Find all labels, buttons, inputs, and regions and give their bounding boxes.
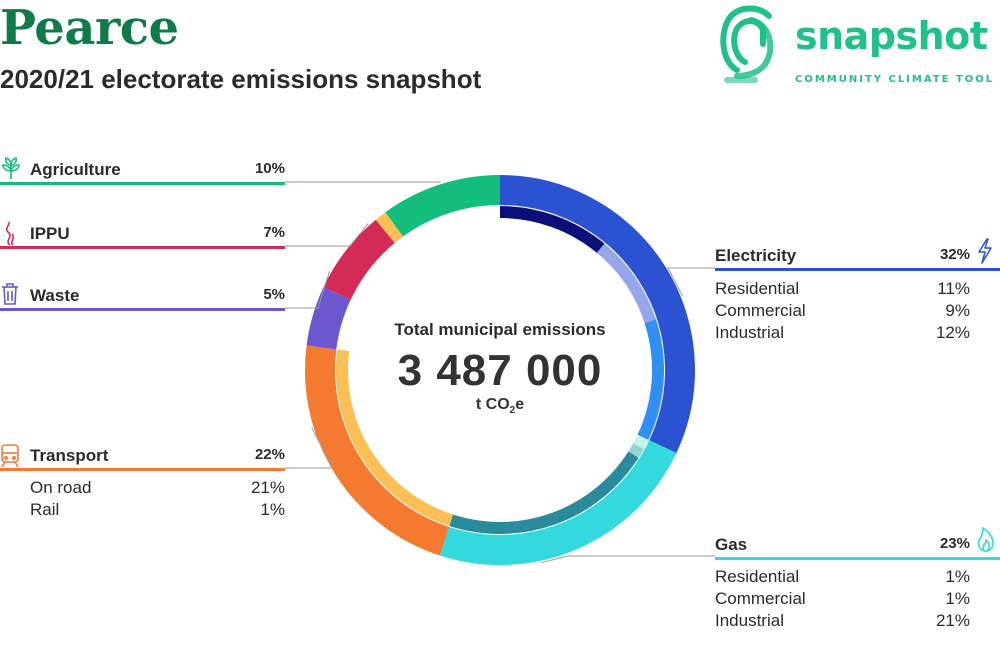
legend-bar <box>0 308 285 311</box>
legend-agriculture: Agriculture 10% <box>0 156 285 185</box>
logo-tagline: COMMUNITY CLIMATE TOOL <box>795 74 995 85</box>
legend-sub-industrial: Industrial 21% <box>715 611 970 630</box>
donut-subslice-electricity-industrial <box>637 319 664 440</box>
total-value: 3 487 000 <box>397 346 603 395</box>
legend-bar <box>0 246 285 249</box>
legend-bar <box>0 182 285 185</box>
donut-subslice-gas-commercial <box>628 443 644 458</box>
donut-subslice-transport-on-road <box>336 359 454 526</box>
leader-line-waste <box>285 271 330 309</box>
legend-label: Waste <box>30 286 80 305</box>
donut-slice-agriculture <box>385 175 501 237</box>
legend-ippu: IPPU 7% <box>0 221 285 249</box>
legend-transport: Transport 22% <box>0 443 285 471</box>
legend-percent: 22% <box>254 446 285 463</box>
legend-label: Gas <box>715 535 748 554</box>
lightning-icon <box>976 238 998 264</box>
snapshot-logo: snapshot COMMUNITY CLIMATE TOOL <box>715 0 1000 90</box>
donut-slice-electricity <box>499 175 695 454</box>
page-title: Pearce <box>0 0 179 56</box>
leaf-icon <box>0 156 22 183</box>
legend-label: Agriculture <box>30 160 121 179</box>
legend-sub-residential: Residential 1% <box>715 567 970 586</box>
donut-slice-ippu <box>323 219 396 301</box>
donut-subslice-electricity-residential <box>499 206 605 253</box>
smoke-icon <box>2 221 24 247</box>
total-label: Total municipal emissions <box>394 320 606 339</box>
total-unit: t CO2e <box>475 396 525 417</box>
legend-waste: Waste 5% <box>0 283 285 311</box>
donut-subslice-gas-residential <box>633 434 649 450</box>
legend-electricity: Electricity 32% <box>715 238 1000 271</box>
legend-percent: 5% <box>263 286 285 303</box>
donut-slice-gas <box>439 440 677 565</box>
legend-percent: 10% <box>254 160 285 177</box>
legend-sub-commercial: Commercial 1% <box>715 589 970 608</box>
donut-subslice-electricity-commercial <box>596 243 656 324</box>
page-subtitle: 2020/21 electorate emissions snapshot <box>0 64 482 94</box>
donut-slice-waste <box>306 286 351 350</box>
legend-sub-on-road: On road 21% <box>30 478 285 497</box>
leader-line-transport <box>285 427 334 469</box>
legend-sub-residential: Residential 11% <box>715 279 970 298</box>
legend-label: IPPU <box>30 224 70 243</box>
legend-percent: 32% <box>939 246 970 263</box>
logo-wordmark: snapshot <box>795 14 988 58</box>
legend-label: Electricity <box>715 246 797 265</box>
legend-sub-commercial: Commercial 9% <box>715 301 970 320</box>
donut-center: Total municipal emissions 3 487 000 t CO… <box>350 320 650 416</box>
legend-bar <box>0 468 285 471</box>
legend-bar <box>715 557 1000 560</box>
donut-subslice-gas-industrial <box>449 451 639 534</box>
legend-percent: 7% <box>263 224 285 241</box>
donut-slice-other <box>375 212 404 243</box>
train-icon <box>0 443 22 469</box>
legend-gas: Gas 23% <box>715 526 1000 560</box>
snapshot-logo-icon <box>720 5 774 83</box>
donut-subslice-transport-rail <box>336 349 350 361</box>
legend-sub-industrial: Industrial 12% <box>715 323 970 342</box>
trash-icon <box>0 283 22 309</box>
flame-icon <box>976 525 998 552</box>
donut-slice-transport <box>305 345 450 556</box>
legend-sub-rail: Rail 1% <box>30 500 285 519</box>
leader-line-gas <box>540 555 715 564</box>
legend-percent: 23% <box>939 535 970 552</box>
leader-line-ippu <box>285 223 369 247</box>
leader-line-agriculture <box>285 181 442 184</box>
legend-label: Transport <box>30 446 109 465</box>
legend-bar <box>715 268 1000 271</box>
leader-line-electricity <box>667 267 715 297</box>
